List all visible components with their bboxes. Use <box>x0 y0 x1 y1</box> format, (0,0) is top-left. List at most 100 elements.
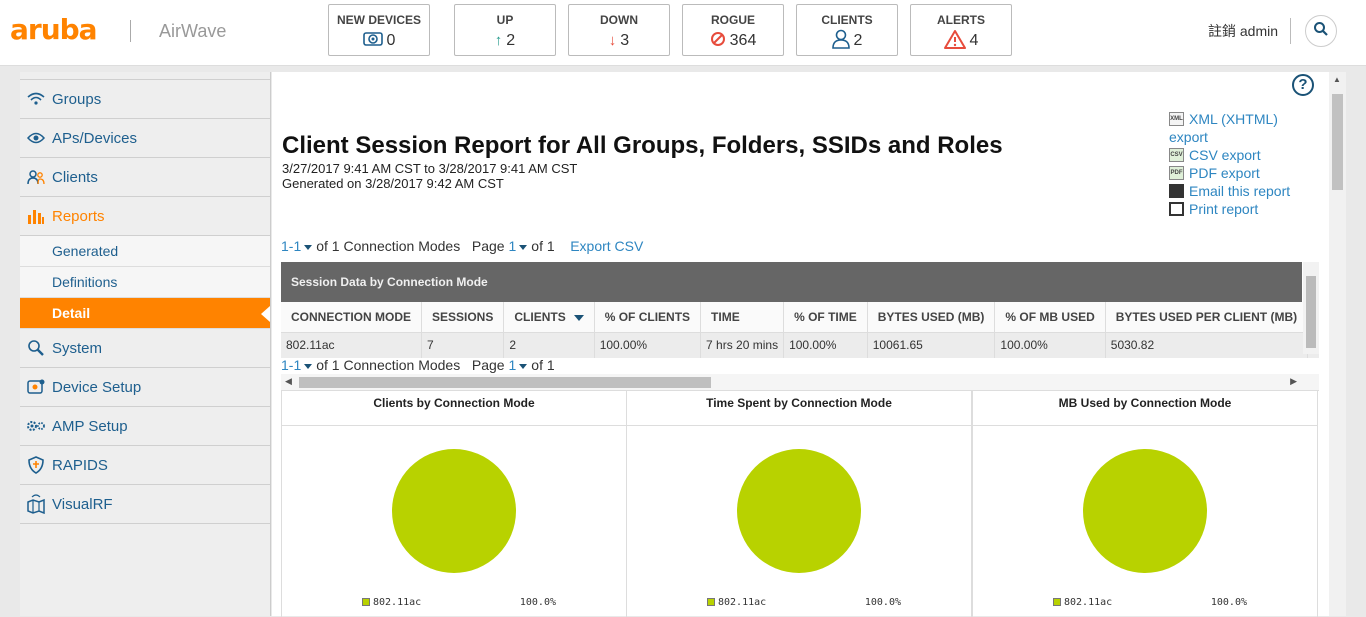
report-date-range: 3/27/2017 9:41 AM CST to 3/28/2017 9:41 … <box>282 161 578 176</box>
csv-export-link[interactable]: CSV CSV export <box>1169 146 1319 164</box>
column-header[interactable]: % OF MB USED <box>994 302 1106 333</box>
sidebar-subitem-definitions[interactable]: Definitions <box>20 267 270 298</box>
csv-file-icon: CSV <box>1169 148 1184 162</box>
xml-export-link[interactable]: XML XML (XHTML) export <box>1169 110 1319 146</box>
sidebar-item-label: APs/Devices <box>52 129 138 147</box>
sidebar-item-label: AMP Setup <box>52 417 128 435</box>
column-header[interactable]: % OF TIME <box>783 302 868 333</box>
pager-page[interactable]: 1 <box>508 357 517 373</box>
pie-slice-802-11ac <box>392 449 516 573</box>
chart-title: MB Used by Connection Mode <box>973 391 1317 426</box>
tile-value: 2 <box>853 32 863 49</box>
chart-panel-mb: MB Used by Connection Mode 802.11ac 100.… <box>972 391 1318 617</box>
user-logout-link[interactable]: 註銷 admin <box>1208 23 1279 39</box>
column-header[interactable]: CONNECTION MODE <box>281 302 422 333</box>
sidebar-item-label: RAPIDS <box>52 456 108 474</box>
wrench-icon <box>26 338 46 358</box>
table-cell: 100.00% <box>783 332 868 358</box>
pager-range[interactable]: 1-1 <box>281 238 302 254</box>
report-subtitle: 3/27/2017 9:41 AM CST to 3/28/2017 9:41 … <box>282 161 577 191</box>
scrollbar-thumb[interactable] <box>1306 276 1316 348</box>
pager-page[interactable]: 1 <box>508 238 517 254</box>
sidebar-item-partial[interactable] <box>20 72 270 80</box>
sidebar-item-device-setup[interactable]: Device Setup <box>20 368 270 407</box>
top-bar: aruba AirWave NEW DEVICES 0 UP ↑ 2 DOWN … <box>0 0 1366 66</box>
tile-value: 3 <box>620 32 630 49</box>
xml-file-icon: XML <box>1169 112 1184 126</box>
tile-rogue[interactable]: ROGUE 364 <box>682 4 784 56</box>
pager-range[interactable]: 1-1 <box>281 357 302 373</box>
sidebar-item-aps-devices[interactable]: APs/Devices <box>20 119 270 158</box>
tile-clients[interactable]: CLIENTS 2 <box>796 4 898 56</box>
pager-range-dropdown[interactable] <box>304 244 313 250</box>
pager-page-of: of 1 <box>531 238 555 254</box>
scrollbar-thumb[interactable] <box>299 377 711 388</box>
page-vertical-scrollbar[interactable]: ▲ <box>1329 72 1346 616</box>
report-generated: Generated on 3/28/2017 9:42 AM CST <box>282 176 504 191</box>
sidebar-item-groups[interactable]: Groups <box>20 80 270 119</box>
device-setup-icon <box>26 377 46 397</box>
help-button[interactable]: ? <box>1292 74 1314 96</box>
pie-chart-time <box>737 449 861 573</box>
shield-icon <box>26 455 46 475</box>
tile-up[interactable]: UP ↑ 2 <box>454 4 556 56</box>
column-header[interactable]: TIME <box>700 302 785 333</box>
chart-panel-time: Time Spent by Connection Mode 802.11ac 1… <box>626 391 972 617</box>
sidebar-item-label: Device Setup <box>52 378 142 396</box>
legend-label: 802.11ac <box>1064 597 1113 608</box>
email-report-label: Email this report <box>1189 183 1291 199</box>
print-report-label: Print report <box>1189 201 1259 217</box>
legend-swatch <box>362 598 370 606</box>
column-header[interactable]: % OF CLIENTS <box>594 302 702 333</box>
table-cell: 5030.82 <box>1105 332 1309 358</box>
pdf-file-icon: PDF <box>1169 166 1184 180</box>
scroll-right-arrow-icon[interactable]: ▶ <box>1290 376 1297 386</box>
pie-chart-mb <box>1083 449 1207 573</box>
table-horizontal-scrollbar[interactable]: ◀ ▶ <box>281 374 1319 390</box>
aruba-logo[interactable]: aruba <box>10 13 98 46</box>
email-report-link[interactable]: Email this report <box>1169 182 1319 200</box>
column-header-sorted[interactable]: CLIENTS <box>503 302 595 333</box>
sidebar-item-amp-setup[interactable]: AMP Setup <box>20 407 270 446</box>
chart-legend: 802.11ac 100.0% <box>707 597 901 608</box>
column-header[interactable]: BYTES USED (MB) <box>867 302 996 333</box>
sidebar-item-rapids[interactable]: RAPIDS <box>20 446 270 485</box>
sidebar-item-clients[interactable]: Clients <box>20 158 270 197</box>
table-cell: 7 <box>421 332 505 358</box>
legend-percent: 100.0% <box>519 597 556 608</box>
session-table: Session Data by Connection Mode CONNECTI… <box>281 262 1319 382</box>
tile-new-devices[interactable]: NEW DEVICES 0 <box>328 4 430 56</box>
search-button[interactable] <box>1305 15 1337 47</box>
chart-panel-clients: Clients by Connection Mode 802.11ac 100.… <box>281 391 627 617</box>
printer-icon <box>1169 202 1184 216</box>
table-vertical-scrollbar[interactable] <box>1303 262 1319 354</box>
report-content: ? XML XML (XHTML) export CSV CSV export PD… <box>272 72 1329 617</box>
pager-range-dropdown[interactable] <box>304 363 313 369</box>
tile-alerts[interactable]: ALERTS 4 <box>910 4 1012 56</box>
warning-icon <box>943 29 966 54</box>
sidebar-subitem-detail[interactable]: Detail <box>20 298 270 329</box>
pager-page-dropdown[interactable] <box>519 363 528 369</box>
app-name: AirWave <box>159 21 227 41</box>
scroll-up-arrow-icon[interactable]: ▲ <box>1333 75 1341 84</box>
sidebar-item-visualrf[interactable]: VisualRF <box>20 485 270 524</box>
table-cell: 7 hrs 20 mins <box>700 332 785 358</box>
print-report-link[interactable]: Print report <box>1169 200 1319 218</box>
column-header[interactable]: SESSIONS <box>421 302 505 333</box>
table-row: 802.11ac 7 2 100.00% 7 hrs 20 mins 100.0… <box>281 332 1319 358</box>
scroll-left-arrow-icon[interactable]: ◀ <box>285 376 292 386</box>
tile-down[interactable]: DOWN ↓ 3 <box>568 4 670 56</box>
column-header[interactable]: BYTES USED PER CLIENT (MB) <box>1105 302 1309 333</box>
scrollbar-thumb[interactable] <box>1332 94 1343 190</box>
sidebar-subitem-generated[interactable]: Generated <box>20 236 270 267</box>
pdf-export-link[interactable]: PDF PDF export <box>1169 164 1319 182</box>
email-icon <box>1169 184 1184 198</box>
sidebar-item-system[interactable]: System <box>20 329 270 368</box>
arrow-down-icon: ↓ <box>608 32 617 49</box>
pager-page-dropdown[interactable] <box>519 244 528 250</box>
sidebar-item-reports[interactable]: Reports <box>20 197 270 236</box>
xml-export-label: XML (XHTML) export <box>1169 111 1278 145</box>
export-csv-link[interactable]: Export CSV <box>570 238 644 254</box>
sidebar-item-label: Groups <box>52 90 102 108</box>
bar-chart-icon <box>26 206 46 226</box>
